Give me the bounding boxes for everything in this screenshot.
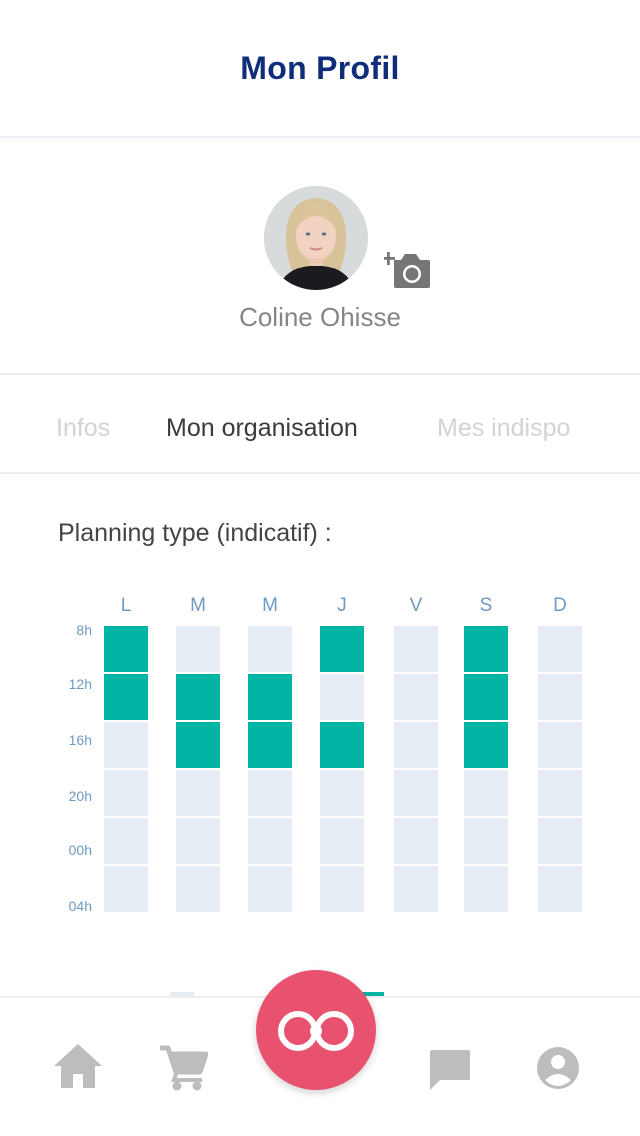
planning-slot-empty[interactable] <box>320 818 364 864</box>
home-icon[interactable] <box>52 1042 104 1095</box>
planning-slot-active[interactable] <box>176 722 220 768</box>
profile-tabs: Infos Mon organisation Mes indispo <box>0 376 640 474</box>
planning-slot-empty[interactable] <box>394 866 438 912</box>
chat-icon[interactable] <box>428 1048 472 1095</box>
planning-slot-empty[interactable] <box>320 770 364 816</box>
planning-slot-empty[interactable] <box>538 626 582 672</box>
hour-label: 12h <box>68 676 92 692</box>
account-icon[interactable] <box>536 1046 580 1095</box>
planning-slot-active[interactable] <box>464 674 508 720</box>
add-photo-icon[interactable] <box>382 246 432 290</box>
planning-slot-active[interactable] <box>104 626 148 672</box>
hour-label: 8h <box>76 622 92 638</box>
day-label: M <box>190 595 206 616</box>
tab-mes-indispo[interactable]: Mes indispo <box>437 414 571 442</box>
planning-slot-empty[interactable] <box>176 818 220 864</box>
tab-mon-organisation[interactable]: Mon organisation <box>166 414 358 442</box>
planning-slot-empty[interactable] <box>104 866 148 912</box>
planning-slot-empty[interactable] <box>394 770 438 816</box>
planning-slot-empty[interactable] <box>538 866 582 912</box>
avatar[interactable] <box>264 186 368 290</box>
planning-slot-empty[interactable] <box>104 722 148 768</box>
planning-slot-empty[interactable] <box>394 674 438 720</box>
hour-label: 16h <box>68 732 92 748</box>
planning-slot-active[interactable] <box>464 722 508 768</box>
page-title: Mon Profil <box>240 50 400 86</box>
planning-slot-active[interactable] <box>320 626 364 672</box>
planning-slot-empty[interactable] <box>176 866 220 912</box>
planning-slot-active[interactable] <box>464 626 508 672</box>
planning-slot-empty[interactable] <box>394 722 438 768</box>
planning-slot-empty[interactable] <box>464 866 508 912</box>
planning-slot-empty[interactable] <box>248 770 292 816</box>
planning-slot-empty[interactable] <box>538 722 582 768</box>
planning-slot-empty[interactable] <box>176 626 220 672</box>
planning-slot-empty[interactable] <box>248 626 292 672</box>
planning-slot-empty[interactable] <box>320 674 364 720</box>
planning-slot-empty[interactable] <box>538 818 582 864</box>
planning-slot-empty[interactable] <box>464 818 508 864</box>
day-label: M <box>262 595 278 616</box>
planning-slot-empty[interactable] <box>320 866 364 912</box>
scroll-peek <box>170 992 194 997</box>
scroll-peek <box>362 992 384 997</box>
cart-icon[interactable] <box>158 1044 209 1097</box>
day-label: J <box>337 595 347 616</box>
day-label: D <box>553 595 567 616</box>
profile-section: Coline Ohisse <box>0 140 640 375</box>
hour-label: 04h <box>68 898 92 914</box>
main-action-button[interactable] <box>256 970 376 1090</box>
tab-infos[interactable]: Infos <box>56 414 111 442</box>
planning-slot-empty[interactable] <box>394 626 438 672</box>
app-header: Mon Profil <box>0 0 640 138</box>
planning-slot-active[interactable] <box>176 674 220 720</box>
planning-slot-empty[interactable] <box>538 770 582 816</box>
hour-label: 00h <box>68 842 92 858</box>
planning-slot-empty[interactable] <box>538 674 582 720</box>
planning-slot-empty[interactable] <box>248 866 292 912</box>
planning-slot-empty[interactable] <box>248 818 292 864</box>
day-label: V <box>409 595 423 616</box>
hour-label: 20h <box>68 788 92 804</box>
planning-slot-empty[interactable] <box>104 770 148 816</box>
planning-slot-active[interactable] <box>248 674 292 720</box>
planning-slot-active[interactable] <box>104 674 148 720</box>
planning-slot-empty[interactable] <box>464 770 508 816</box>
planning-title: Planning type (indicatif) : <box>58 519 332 547</box>
planning-slot-empty[interactable] <box>394 818 438 864</box>
planning-slot-active[interactable] <box>320 722 364 768</box>
planning-slot-empty[interactable] <box>104 818 148 864</box>
profile-name: Coline Ohisse <box>239 302 401 332</box>
day-label: L <box>120 595 132 616</box>
planning-slot-empty[interactable] <box>176 770 220 816</box>
planning-slot-active[interactable] <box>248 722 292 768</box>
infinity-logo-icon <box>278 1011 354 1051</box>
day-label: S <box>479 595 493 616</box>
